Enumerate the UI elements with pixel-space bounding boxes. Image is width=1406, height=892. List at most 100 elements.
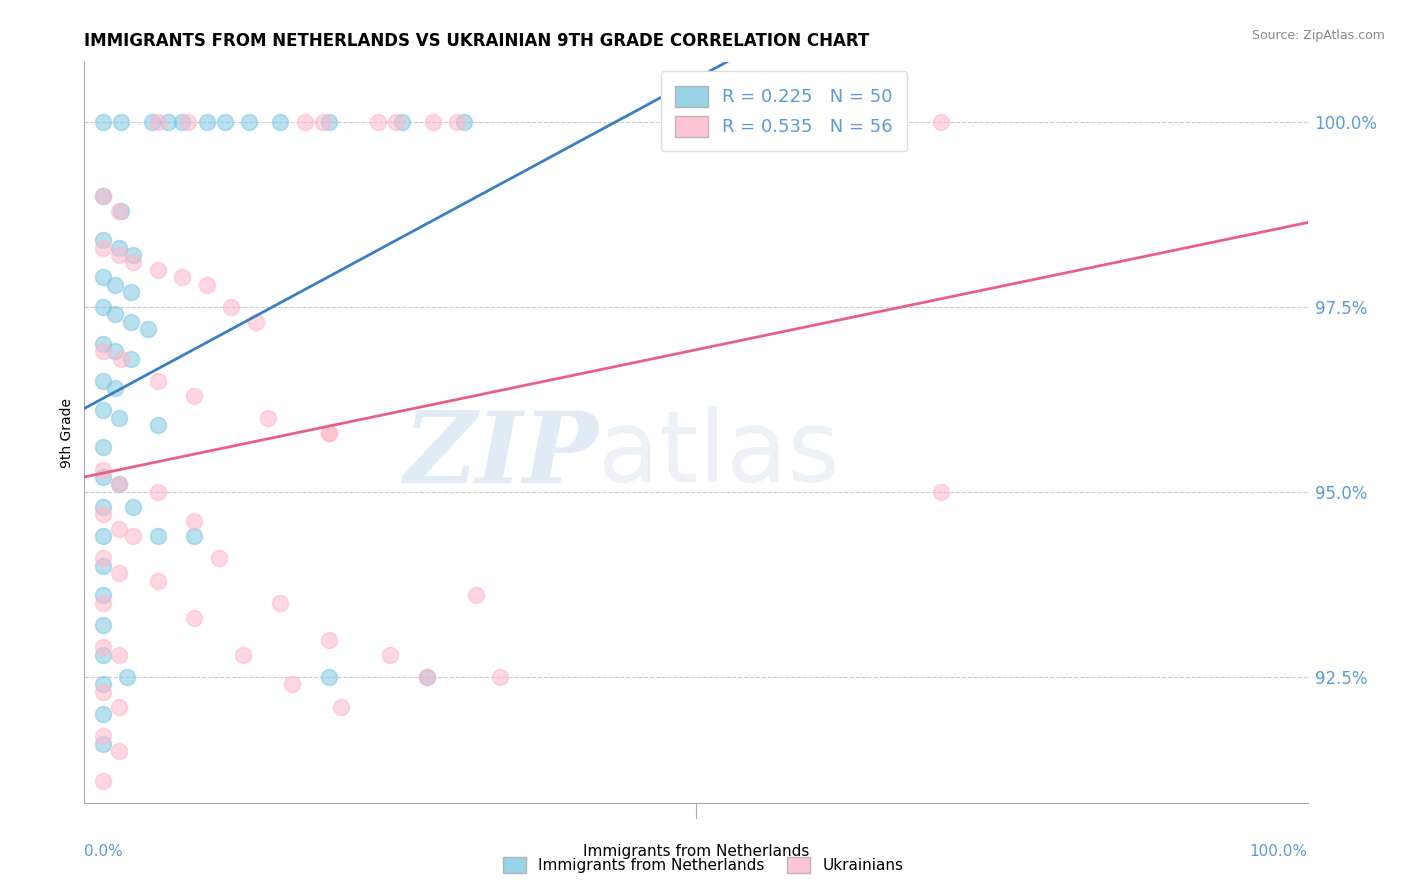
- Point: [318, 632, 340, 647]
- Point: [110, 114, 132, 128]
- Point: [104, 307, 127, 321]
- Point: [312, 114, 335, 128]
- Point: [91, 640, 114, 655]
- Point: [281, 677, 304, 691]
- Point: [91, 648, 114, 662]
- Point: [91, 233, 114, 247]
- Point: [195, 277, 218, 292]
- Point: [367, 114, 389, 128]
- Text: IMMIGRANTS FROM NETHERLANDS VS UKRAINIAN 9TH GRADE CORRELATION CHART: IMMIGRANTS FROM NETHERLANDS VS UKRAINIAN…: [84, 32, 869, 50]
- Point: [464, 589, 486, 603]
- Point: [107, 241, 129, 255]
- Text: Source: ZipAtlas.com: Source: ZipAtlas.com: [1251, 29, 1385, 42]
- Point: [107, 648, 129, 662]
- Point: [91, 677, 114, 691]
- Text: atlas: atlas: [598, 407, 839, 503]
- Point: [115, 670, 138, 684]
- Point: [104, 344, 127, 359]
- Point: [120, 285, 142, 299]
- Point: [122, 255, 145, 269]
- Point: [91, 270, 114, 285]
- Point: [416, 670, 439, 684]
- Point: [91, 188, 114, 202]
- Text: 100.0%: 100.0%: [1250, 844, 1308, 858]
- Point: [245, 315, 267, 329]
- Point: [91, 300, 114, 314]
- Point: [156, 114, 179, 128]
- Point: [183, 389, 205, 403]
- Point: [318, 670, 340, 684]
- Point: [172, 270, 194, 285]
- Point: [232, 648, 254, 662]
- Point: [177, 114, 200, 128]
- Text: Immigrants from Netherlands: Immigrants from Netherlands: [582, 844, 810, 858]
- Point: [183, 529, 205, 543]
- Point: [146, 262, 169, 277]
- Point: [489, 670, 512, 684]
- Point: [91, 463, 114, 477]
- Point: [110, 351, 132, 366]
- Point: [91, 403, 114, 417]
- Legend: Immigrants from Netherlands, Ukrainians: Immigrants from Netherlands, Ukrainians: [495, 849, 911, 881]
- Point: [416, 670, 439, 684]
- Point: [107, 410, 129, 425]
- Point: [91, 551, 114, 566]
- Point: [91, 441, 114, 455]
- Point: [91, 336, 114, 351]
- Point: [91, 470, 114, 484]
- Point: [107, 699, 129, 714]
- Point: [91, 188, 114, 202]
- Point: [107, 566, 129, 581]
- Point: [453, 114, 475, 128]
- Point: [91, 114, 114, 128]
- Point: [122, 500, 145, 514]
- Point: [141, 114, 163, 128]
- Point: [146, 529, 169, 543]
- Point: [257, 410, 280, 425]
- Point: [107, 477, 129, 491]
- Point: [107, 744, 129, 758]
- Point: [208, 551, 231, 566]
- Point: [219, 300, 242, 314]
- Point: [269, 596, 291, 610]
- Point: [107, 477, 129, 491]
- Point: [422, 114, 444, 128]
- Point: [91, 507, 114, 521]
- Point: [380, 648, 402, 662]
- Point: [146, 374, 169, 388]
- Point: [195, 114, 218, 128]
- Point: [214, 114, 236, 128]
- Point: [91, 529, 114, 543]
- Point: [183, 515, 205, 529]
- Point: [122, 529, 145, 543]
- Point: [318, 425, 340, 440]
- Point: [107, 248, 129, 262]
- Point: [110, 203, 132, 218]
- Point: [91, 596, 114, 610]
- Point: [146, 114, 169, 128]
- Point: [294, 114, 316, 128]
- Point: [91, 729, 114, 743]
- Legend: R = 0.225   N = 50, R = 0.535   N = 56: R = 0.225 N = 50, R = 0.535 N = 56: [661, 71, 907, 151]
- Point: [91, 773, 114, 788]
- Point: [107, 522, 129, 536]
- Point: [91, 618, 114, 632]
- Point: [91, 589, 114, 603]
- Point: [929, 484, 952, 499]
- Point: [91, 737, 114, 751]
- Point: [91, 685, 114, 699]
- Point: [122, 248, 145, 262]
- Point: [91, 558, 114, 573]
- Point: [91, 374, 114, 388]
- Point: [238, 114, 260, 128]
- Point: [104, 381, 127, 395]
- Point: [146, 574, 169, 588]
- Point: [183, 611, 205, 625]
- Point: [318, 425, 340, 440]
- Text: ZIP: ZIP: [404, 407, 598, 503]
- Point: [446, 114, 468, 128]
- Point: [136, 322, 159, 336]
- Point: [107, 203, 129, 218]
- Point: [318, 114, 340, 128]
- Point: [120, 351, 142, 366]
